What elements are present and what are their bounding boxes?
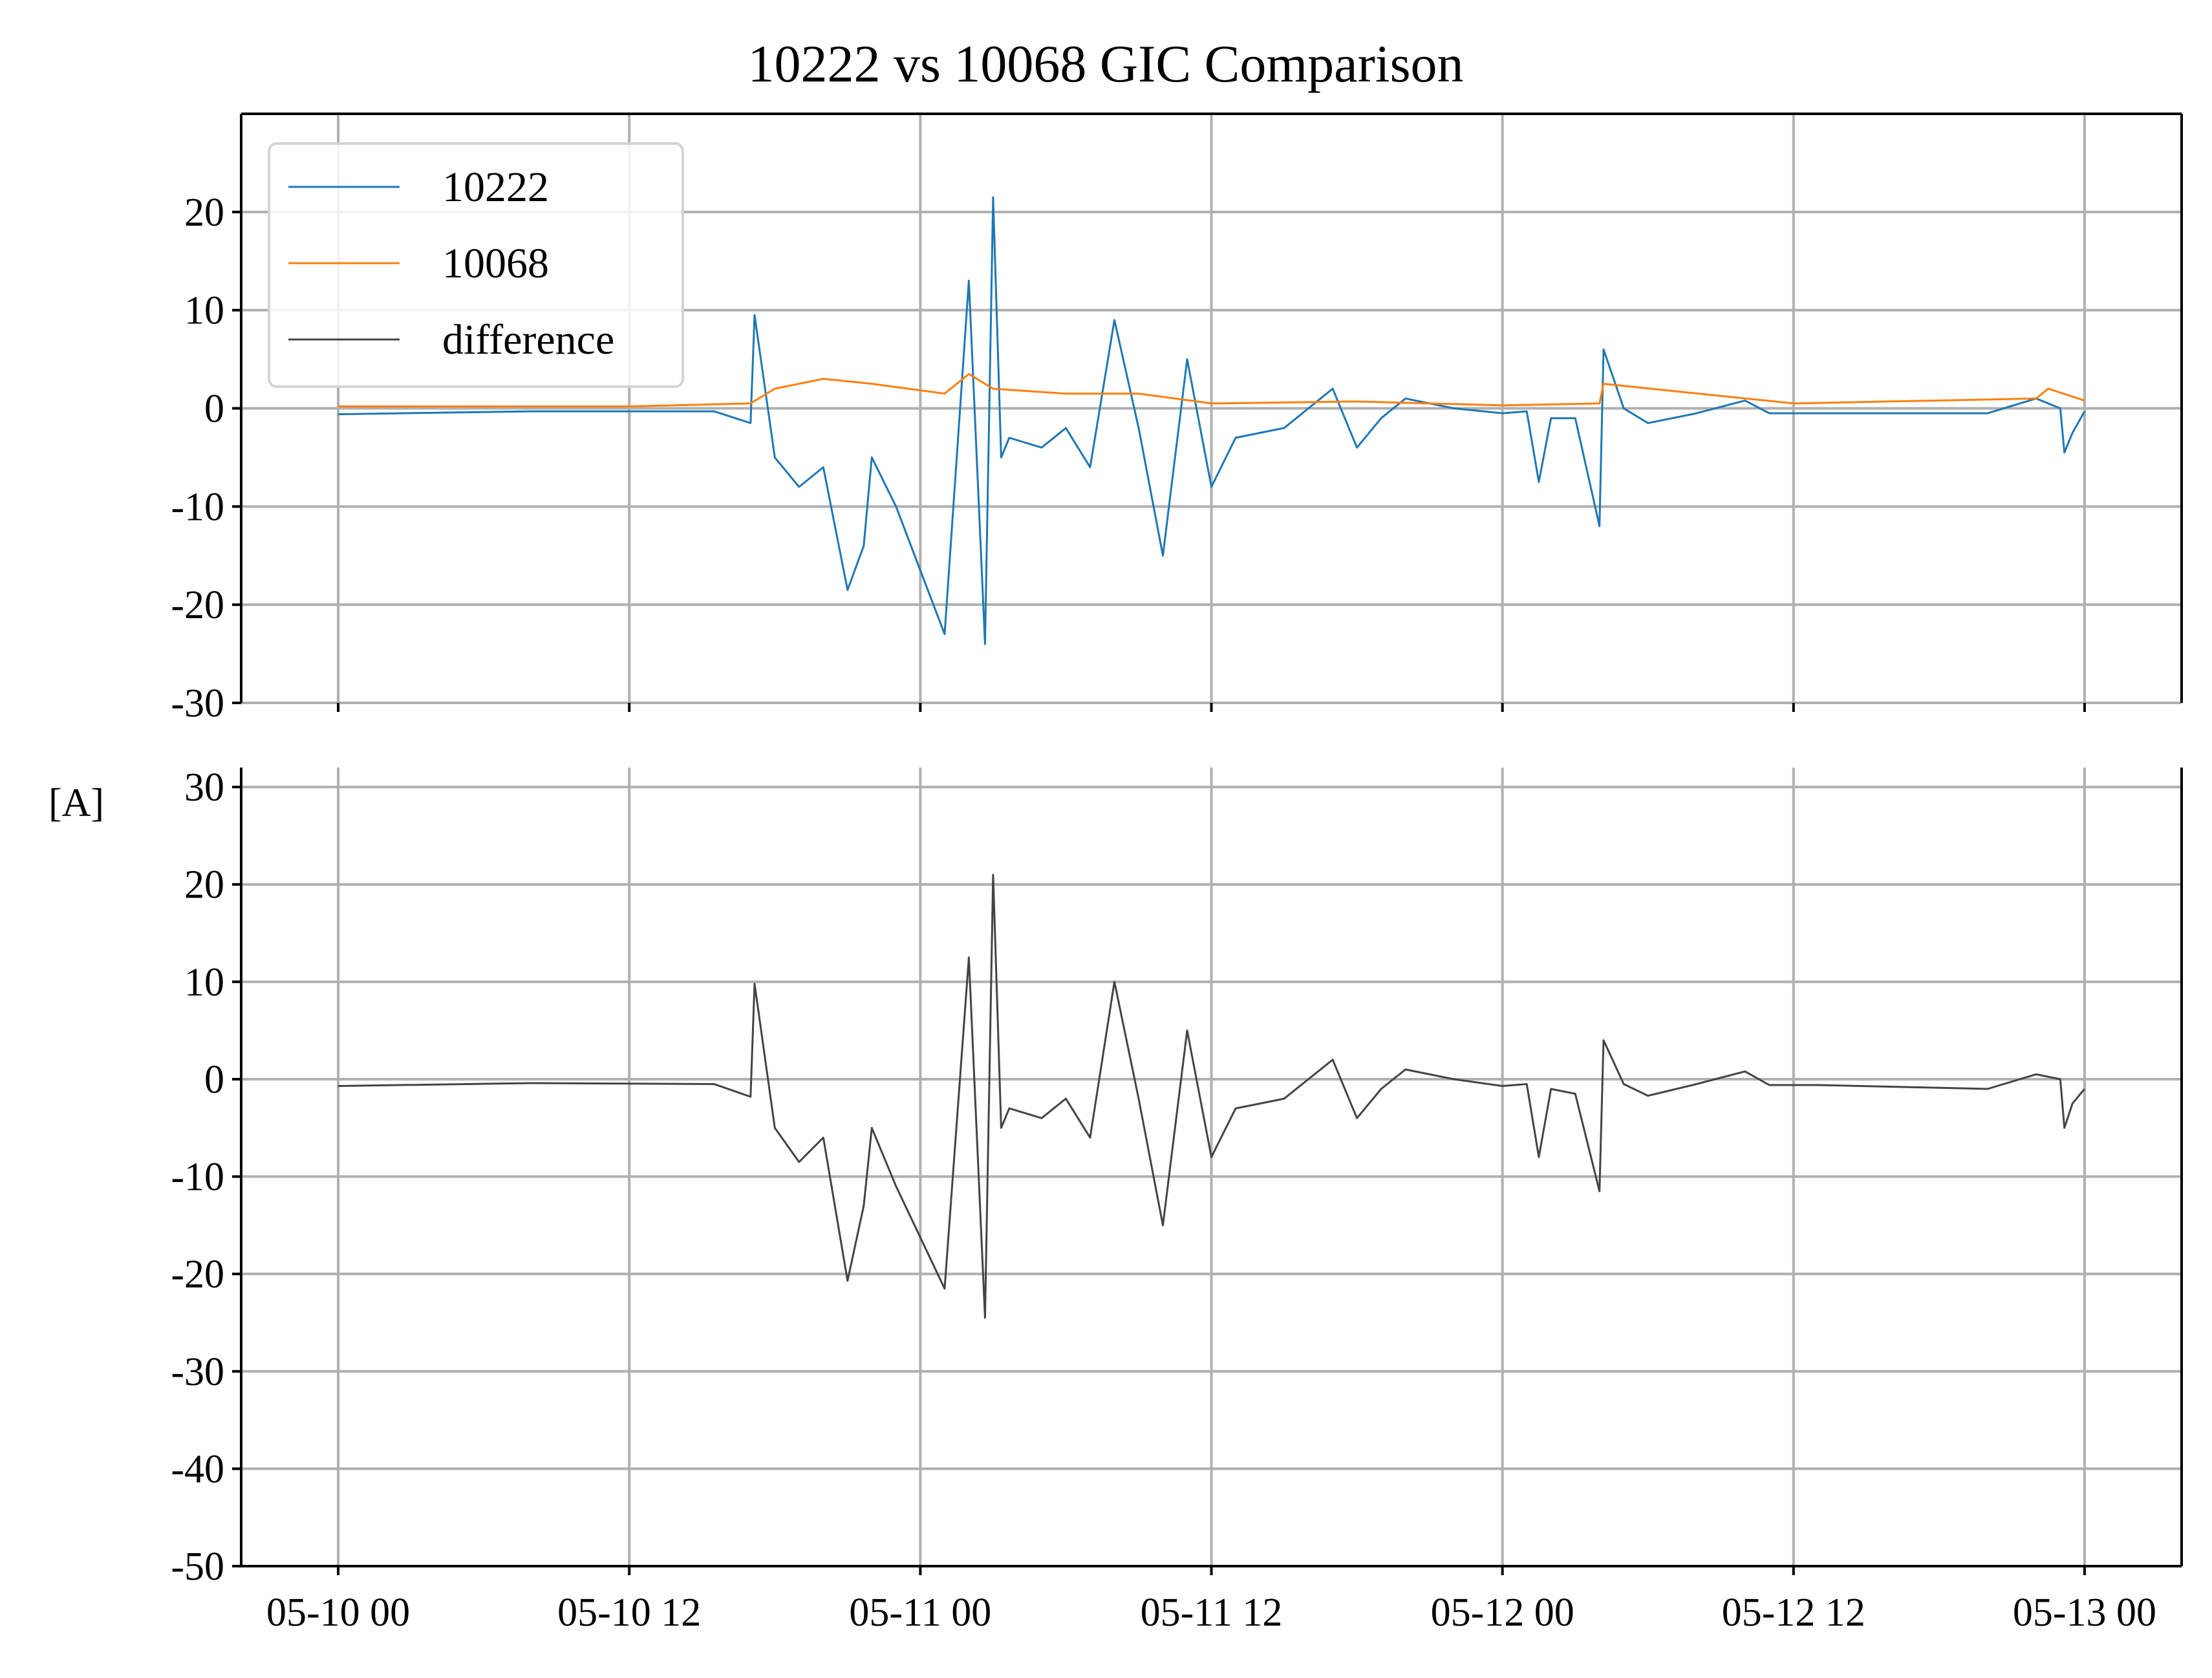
y-tick-label: -10 [171,1156,224,1199]
x-tick-label: 05-10 12 [557,1591,701,1635]
y-tick-label: 10 [184,960,224,1004]
legend-box [268,142,684,388]
bottom-panel: -50 -40 -30 -20 -10 0 10 20 30 05-10 00 05-10 12 05… [171,766,2183,1635]
y-tick-label: 30 [184,766,224,810]
series-line-difference [338,874,2086,1319]
series-line-10068 [338,372,2085,407]
y-axis-label: [A] [48,781,104,825]
y-tick-label: 20 [184,191,224,235]
y-tick-label: -30 [171,682,224,726]
legend: 10222 10068 difference [268,142,684,388]
series-line-10222 [338,196,2086,645]
legend-label-difference: difference [442,316,614,363]
y-tick-label: 0 [204,1058,224,1102]
legend-label-10068: 10068 [442,240,549,287]
y-tick-label: -50 [171,1545,224,1589]
x-tick-label: 05-12 00 [1431,1591,1574,1635]
y-tick-label: -30 [171,1350,224,1394]
y-tick-label: 0 [204,387,224,431]
legend-label-10222: 10222 [442,164,549,211]
y-tick-label: 20 [184,863,224,907]
y-tick-label: -10 [171,485,224,529]
y-tick-label: -20 [171,1253,224,1296]
chart-title: 10222 vs 10068 GIC Comparison [748,34,1464,93]
x-tick-label: 05-13 00 [2013,1591,2156,1635]
x-tick-label: 05-10 00 [266,1591,410,1635]
y-tick-label: -40 [171,1447,224,1491]
x-tick-label: 05-11 00 [849,1591,991,1635]
x-tick-label: 05-12 12 [1722,1591,1865,1635]
y-tick-label: 10 [184,289,224,333]
x-tick-label: 05-11 12 [1141,1591,1283,1635]
y-tick-label: -20 [171,583,224,627]
